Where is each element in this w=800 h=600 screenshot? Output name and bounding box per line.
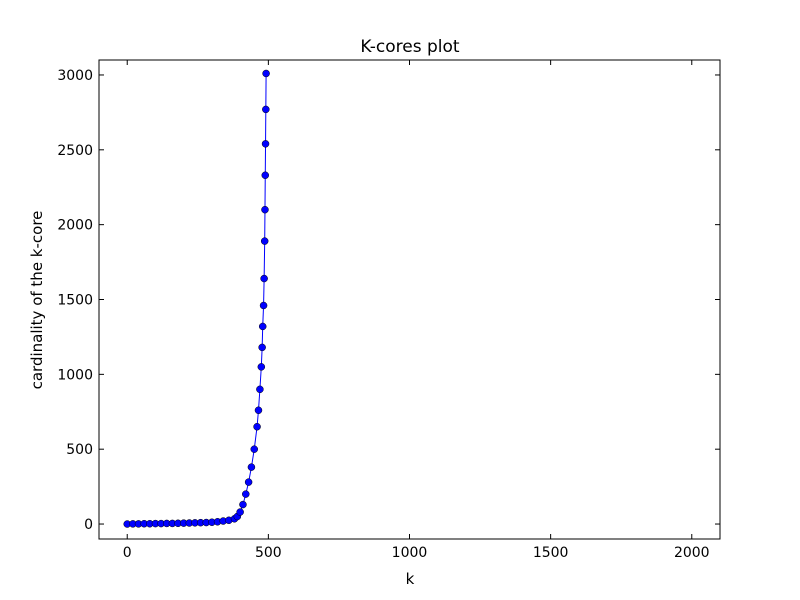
y-tick-label: 500 — [66, 442, 93, 458]
point — [256, 385, 264, 394]
point — [242, 490, 250, 498]
point — [261, 140, 270, 148]
x-tick-label: 2000 — [674, 545, 710, 561]
point — [247, 463, 256, 471]
y-tick-label: 1500 — [57, 293, 93, 309]
point — [261, 171, 270, 180]
point — [236, 508, 244, 516]
plot-frame — [98, 59, 721, 540]
y-tick-label: 2500 — [57, 143, 93, 159]
point — [258, 343, 266, 352]
point — [239, 500, 247, 509]
y-tick-label: 3000 — [57, 68, 93, 84]
point — [260, 274, 268, 283]
y-tick-label: 1000 — [57, 367, 93, 383]
y-axis-label: cardinality of the k-core — [28, 211, 46, 390]
point — [254, 406, 263, 415]
point — [262, 69, 270, 78]
point — [253, 422, 261, 431]
point — [257, 363, 266, 371]
point — [258, 322, 267, 331]
x-tick-label: 1500 — [533, 545, 569, 561]
point — [262, 105, 270, 114]
x-tick-label: 1000 — [392, 545, 428, 561]
point — [250, 445, 258, 453]
y-tick-label: 0 — [84, 517, 93, 533]
x-tick-label: 0 — [123, 545, 132, 561]
point — [260, 237, 269, 245]
point — [259, 301, 268, 310]
x-axis-label: k — [406, 570, 415, 588]
y-tick-label: 2000 — [57, 218, 93, 234]
x-tick-label: 500 — [255, 545, 282, 561]
point — [261, 205, 269, 214]
chart-title: K-cores plot — [360, 37, 459, 57]
point — [244, 478, 253, 486]
